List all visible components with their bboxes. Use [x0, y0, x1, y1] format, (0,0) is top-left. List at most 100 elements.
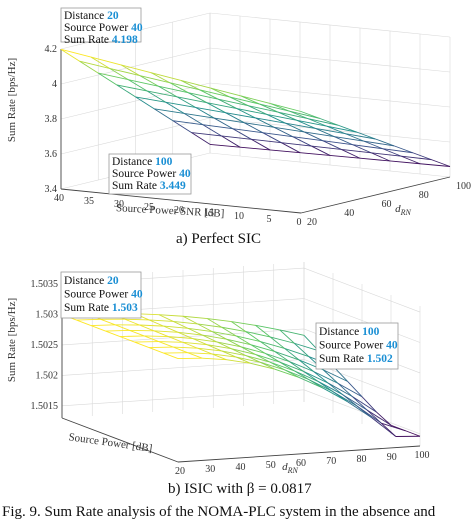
- surface-segment: [352, 144, 383, 150]
- surface-segment: [124, 318, 150, 321]
- surface-segment: [221, 350, 246, 356]
- surface-segment: [240, 95, 260, 105]
- surface-segment: [90, 325, 106, 332]
- surface-segment: [158, 341, 183, 343]
- surface-segment: [79, 60, 99, 74]
- surface-segment: [98, 72, 129, 81]
- surface-segment: [255, 354, 280, 363]
- surface-segment: [345, 133, 365, 142]
- surface-segment: [326, 125, 346, 135]
- surface-segment: [371, 152, 391, 162]
- surface-segment: [303, 131, 323, 142]
- z-tick-label: 1.503: [36, 310, 59, 321]
- surface-segment: [240, 346, 266, 354]
- y-tick-label: 20: [175, 466, 185, 477]
- surface-segment: [308, 118, 339, 126]
- surface-segment: [255, 324, 280, 331]
- surface-segment: [173, 321, 188, 329]
- surface-segment: [163, 325, 179, 333]
- surface-segment: [150, 72, 170, 84]
- surface-segment: [182, 341, 208, 346]
- surface-segment: [359, 157, 391, 162]
- surface-segment: [296, 119, 327, 127]
- datatip-value: 1.503: [112, 302, 138, 314]
- surface-segment: [207, 344, 232, 350]
- surface-segment: [311, 145, 342, 150]
- surface-segment: [273, 126, 293, 138]
- surface-segment: [361, 396, 377, 413]
- y-tick-label: 80: [357, 454, 367, 465]
- surface-segment: [150, 72, 182, 81]
- datatip-label: Sum Rate 4.198: [64, 34, 138, 46]
- surface-segment: [144, 335, 169, 338]
- surface-segment: [251, 138, 271, 151]
- surface-segment: [149, 319, 174, 322]
- surface-segment: [206, 344, 222, 352]
- surface-plot-b: 1.5015 1.502 1.5025 1.503 1.5035 20 30 40 50 60 70…: [6, 262, 430, 477]
- surface-segment: [165, 101, 196, 108]
- surface-segment: [163, 325, 188, 329]
- datatip-value: 20: [107, 275, 119, 287]
- x-axis-label: Source Power SNR [dB]: [116, 202, 225, 220]
- surface-segment: [148, 347, 164, 354]
- surface-segment: [322, 140, 353, 146]
- z-axis-label: Sum Rate [bps/Hz]: [6, 298, 18, 382]
- y-tick-label: 90: [387, 452, 397, 463]
- surface-segment: [226, 338, 251, 346]
- surface-segment: [213, 117, 233, 130]
- caption-a: a) Perfect SIC: [176, 231, 261, 247]
- surface-segment: [260, 361, 275, 370]
- surface-segment: [289, 110, 320, 119]
- y-tick-label: 70: [326, 456, 336, 467]
- surface-segment: [293, 342, 310, 357]
- x-tick-label: 20: [174, 205, 184, 216]
- surface-segment: [292, 136, 312, 147]
- surface-segment: [293, 370, 309, 380]
- surface-segment: [251, 138, 282, 144]
- surface-segment: [250, 362, 275, 370]
- surface-segment: [221, 350, 237, 358]
- z-tick-label: 3.4: [45, 184, 58, 195]
- surface-segment: [178, 331, 203, 336]
- surface-segment: [243, 122, 263, 134]
- surface-segment: [197, 347, 222, 352]
- surface-segment: [115, 324, 130, 331]
- y-tick-label: 100: [456, 181, 471, 192]
- surface-segment: [173, 346, 198, 349]
- x-tick-label: 35: [84, 196, 94, 207]
- surface-segment: [371, 152, 402, 157]
- x-axis-label: Source Power [dB]: [68, 431, 153, 455]
- surface-segment: [211, 331, 237, 337]
- x-tick-label: 5: [267, 214, 272, 225]
- surface-segment: [139, 75, 159, 87]
- surface-segment: [259, 103, 279, 113]
- surface-segment: [380, 422, 397, 437]
- surface-segment: [226, 338, 242, 348]
- surface-segment: [124, 318, 140, 326]
- surface-segment: [218, 98, 238, 109]
- surface-segment: [341, 149, 361, 159]
- surface-segment: [260, 361, 285, 371]
- datatip-value: 100: [362, 326, 380, 338]
- surface-segment: [144, 335, 159, 342]
- surface-segment: [188, 92, 208, 104]
- surface-segment: [231, 348, 256, 355]
- surface-segment: [401, 155, 432, 161]
- surface-segment: [255, 354, 271, 363]
- surface-segment: [285, 122, 305, 133]
- surface-segment: [405, 430, 421, 437]
- surface-segment: [245, 331, 261, 342]
- surface-segment: [221, 326, 237, 337]
- surface-segment: [229, 96, 249, 107]
- z-tick-label: 4.2: [45, 44, 58, 55]
- surface-segment: [225, 112, 256, 119]
- surface-segment: [236, 335, 261, 343]
- surface-segment: [390, 424, 406, 432]
- surface-segment: [431, 159, 451, 167]
- surface-segment: [187, 327, 213, 332]
- surface-segment: [202, 357, 227, 361]
- surface-segment: [285, 122, 316, 129]
- surface-segment: [322, 387, 348, 402]
- surface-segment: [279, 329, 295, 344]
